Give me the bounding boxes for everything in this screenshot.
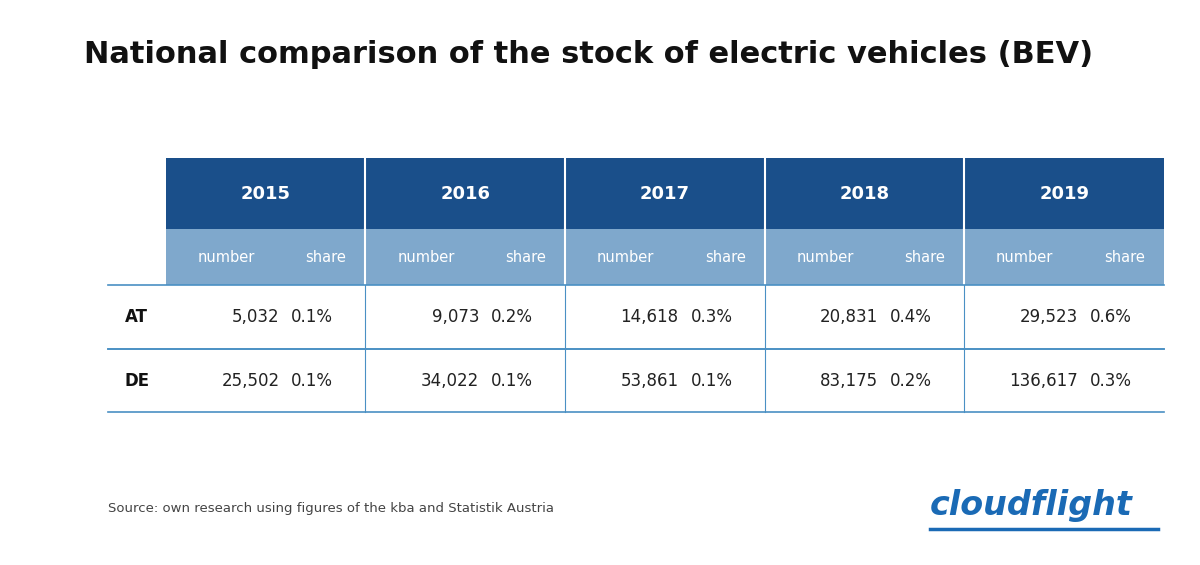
Text: share: share xyxy=(905,250,946,265)
Text: cloudflight: cloudflight xyxy=(930,489,1133,522)
Text: 25,502: 25,502 xyxy=(221,372,280,390)
Text: National comparison of the stock of electric vehicles (BEV): National comparison of the stock of elec… xyxy=(84,40,1093,68)
Text: 0.6%: 0.6% xyxy=(1090,308,1132,326)
Text: 0.2%: 0.2% xyxy=(491,308,533,326)
Text: share: share xyxy=(704,250,745,265)
Text: 53,861: 53,861 xyxy=(620,372,679,390)
Text: number: number xyxy=(596,250,654,265)
Text: 0.4%: 0.4% xyxy=(890,308,932,326)
Text: 83,175: 83,175 xyxy=(820,372,878,390)
Text: DE: DE xyxy=(125,372,150,390)
Text: 2016: 2016 xyxy=(440,185,491,203)
Text: 2015: 2015 xyxy=(241,185,290,203)
Text: 0.3%: 0.3% xyxy=(691,308,733,326)
Text: number: number xyxy=(397,250,455,265)
Text: 20,831: 20,831 xyxy=(820,308,878,326)
Text: Source: own research using figures of the kba and Statistik Austria: Source: own research using figures of th… xyxy=(108,502,554,515)
Text: number: number xyxy=(797,250,854,265)
Text: AT: AT xyxy=(125,308,149,326)
Text: 14,618: 14,618 xyxy=(620,308,679,326)
Text: 0.1%: 0.1% xyxy=(292,308,334,326)
Text: 34,022: 34,022 xyxy=(421,372,479,390)
Text: 29,523: 29,523 xyxy=(1020,308,1078,326)
Text: share: share xyxy=(306,250,347,265)
Text: 0.3%: 0.3% xyxy=(1090,372,1132,390)
Text: share: share xyxy=(505,250,546,265)
Text: 2019: 2019 xyxy=(1039,185,1090,203)
Text: 0.1%: 0.1% xyxy=(491,372,533,390)
Text: 5,032: 5,032 xyxy=(232,308,280,326)
Text: share: share xyxy=(1104,250,1145,265)
Text: 2018: 2018 xyxy=(840,185,889,203)
Text: 2017: 2017 xyxy=(640,185,690,203)
Text: number: number xyxy=(996,250,1054,265)
Text: number: number xyxy=(198,250,254,265)
Text: 9,073: 9,073 xyxy=(432,308,479,326)
Text: 0.2%: 0.2% xyxy=(890,372,932,390)
Text: 0.1%: 0.1% xyxy=(292,372,334,390)
Text: 136,617: 136,617 xyxy=(1009,372,1078,390)
Text: 0.1%: 0.1% xyxy=(691,372,733,390)
